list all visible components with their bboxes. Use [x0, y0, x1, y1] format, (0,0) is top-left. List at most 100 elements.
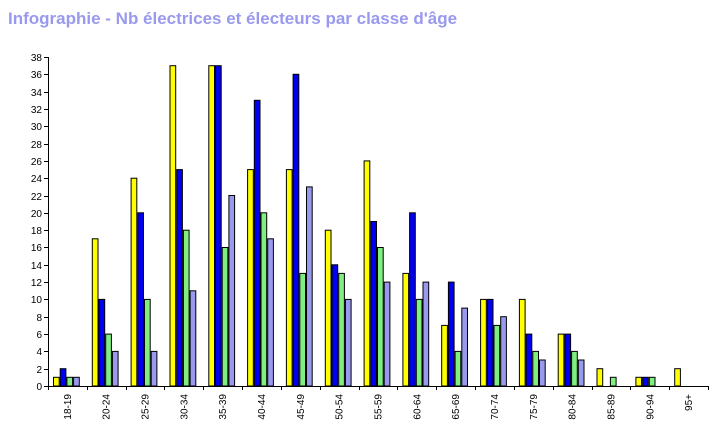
bar: [674, 368, 681, 387]
bar: [539, 359, 546, 387]
bar: [415, 298, 423, 387]
bar: [306, 186, 313, 387]
bar: [564, 333, 572, 387]
x-tick-label: 55-59: [374, 394, 385, 420]
bar: [363, 160, 371, 387]
bar: [182, 229, 190, 387]
bar: [525, 333, 533, 387]
bar: [73, 376, 80, 387]
y-tick-label: 20: [31, 209, 43, 220]
x-tick-label: 85-89: [606, 394, 617, 420]
bar: [447, 281, 455, 387]
bar: [370, 221, 377, 387]
bar: [111, 350, 119, 387]
bar: [344, 298, 352, 387]
bar: [331, 264, 339, 387]
bar: [532, 350, 539, 387]
x-tick-label: 65-69: [451, 394, 462, 420]
bar: [66, 376, 74, 387]
y-tick-label: 16: [31, 243, 43, 254]
y-tick-label: 22: [31, 192, 43, 203]
bar: [98, 298, 106, 387]
y-tick-label: 8: [36, 313, 42, 324]
chart-title: Infographie - Nb électrices et électeurs…: [8, 9, 458, 28]
bar: [383, 281, 391, 387]
x-tick-label: 35-39: [218, 394, 229, 420]
bar: [267, 238, 274, 387]
y-tick-label: 28: [31, 140, 43, 151]
y-tick-label: 26: [31, 157, 43, 168]
bar: [402, 272, 410, 387]
bar: [642, 376, 649, 387]
bar: [500, 316, 507, 387]
bar: [486, 298, 494, 387]
x-tick-label: 18-19: [63, 394, 74, 420]
bar: [422, 281, 430, 387]
bar: [596, 368, 604, 387]
bar: [176, 169, 183, 387]
bar: [571, 350, 578, 387]
bar: [189, 290, 197, 387]
x-tick-label: 30-34: [179, 394, 190, 420]
x-tick-label: 40-44: [257, 394, 268, 420]
x-tick-label: 80-84: [568, 394, 579, 420]
y-tick-label: 30: [31, 122, 43, 133]
x-tick-label: 60-64: [412, 394, 423, 420]
x-tick-label: 95+: [684, 394, 695, 411]
bar: [105, 333, 112, 387]
bar: [215, 65, 222, 387]
bar: [324, 229, 332, 387]
bar: [150, 350, 158, 387]
bar: [648, 376, 656, 387]
y-tick-label: 4: [36, 347, 42, 358]
y-tick-label: 18: [31, 226, 43, 237]
bar: [208, 65, 216, 387]
bar: [609, 376, 617, 387]
bar: [409, 212, 416, 387]
y-tick-label: 38: [31, 53, 43, 64]
y-tick-label: 24: [31, 174, 43, 185]
bar: [130, 177, 138, 387]
bar: [137, 212, 145, 387]
bar: [480, 298, 487, 387]
bar: [493, 324, 501, 387]
bar: [91, 238, 99, 387]
bar: [228, 195, 236, 387]
y-tick-label: 36: [31, 70, 43, 81]
y-tick-label: 14: [31, 261, 43, 272]
bar: [577, 359, 585, 387]
bar: [299, 272, 306, 387]
x-tick-label: 50-54: [335, 394, 346, 420]
bar: [285, 169, 293, 387]
bar: [518, 298, 526, 387]
bar: [53, 376, 60, 387]
y-tick-label: 10: [31, 295, 43, 306]
x-tick-label: 70-74: [490, 394, 501, 420]
bar: [441, 324, 448, 387]
y-tick-label: 12: [31, 278, 43, 289]
bar: [635, 376, 643, 387]
x-tick-label: 90-94: [645, 394, 656, 420]
bar: [461, 307, 468, 387]
bar: [292, 73, 300, 387]
bar: [338, 272, 345, 387]
bar: [377, 247, 384, 387]
x-tick-label: 45-49: [296, 394, 307, 420]
x-tick-label: 20-24: [102, 394, 113, 420]
bar: [260, 212, 268, 387]
bar: [169, 65, 177, 387]
y-tick-label: 32: [31, 105, 43, 116]
y-tick-label: 6: [36, 330, 42, 341]
bar: [253, 99, 261, 387]
y-tick-label: 2: [36, 365, 42, 376]
x-tick-label: 25-29: [141, 394, 152, 420]
bar: [221, 247, 229, 387]
y-tick-label: 34: [31, 88, 43, 99]
bar: [59, 368, 67, 387]
x-tick-label: 75-79: [529, 394, 540, 420]
y-tick-label: 0: [36, 382, 42, 393]
bar: [247, 169, 254, 387]
bar: [144, 298, 151, 387]
bar: [454, 350, 462, 387]
